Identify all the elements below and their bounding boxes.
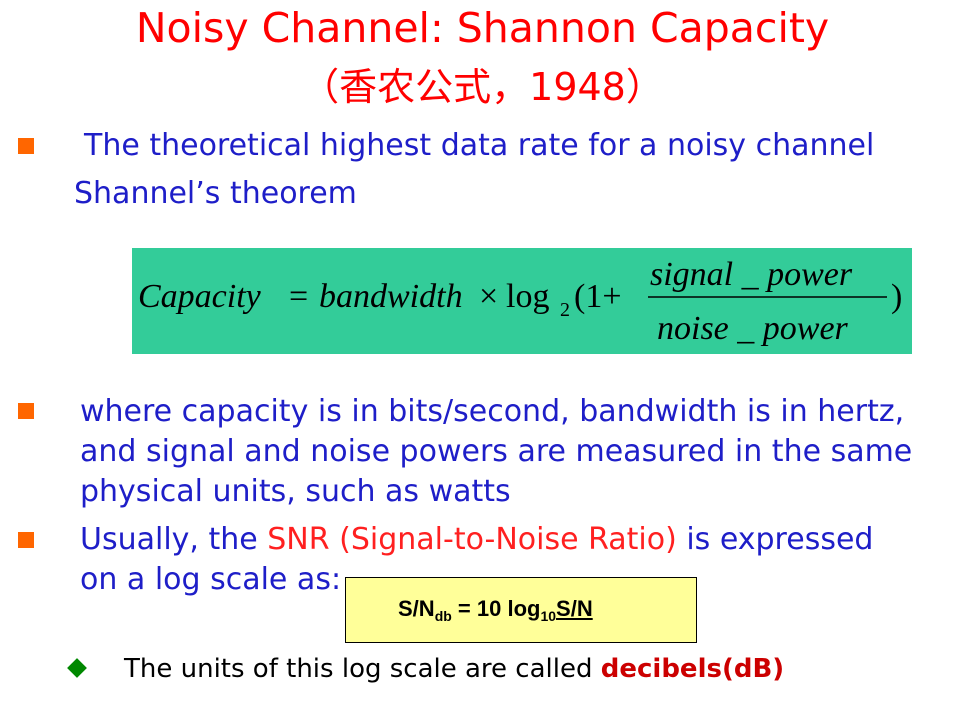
sub-bullet-prefix: The units of this log scale are called xyxy=(124,654,601,684)
bullet1-line2: Shannel’s theorem xyxy=(74,176,357,211)
bullet2-line1: where capacity is in bits/second, bandwi… xyxy=(80,394,905,429)
slide-subtitle: （香农公式，1948） xyxy=(301,65,664,109)
decibels-highlight: decibels(dB) xyxy=(600,654,785,684)
snr-formula-box: S/Ndb = 10 log10S/N xyxy=(345,577,697,643)
bullet3-suffix: is expressed xyxy=(676,522,874,557)
formula-lhs: Capacity xyxy=(138,278,262,315)
formula-open: (1+ xyxy=(574,278,622,315)
bullet3-prefix: Usually, the xyxy=(80,522,268,557)
snr-formula: S/Ndb = 10 log10S/N xyxy=(398,596,593,624)
bullet1-line1: The theoretical highest data rate for a … xyxy=(84,128,875,163)
snr-highlight: SNR (Signal-to-Noise Ratio) xyxy=(267,522,677,557)
bullet-square-icon xyxy=(18,138,34,154)
snr-eq: = 10 log xyxy=(451,596,541,621)
formula-equals: = xyxy=(289,278,308,315)
bullet2-line2: and signal and noise powers are measured… xyxy=(80,434,913,469)
formula-denominator: noise _ power xyxy=(657,310,849,347)
formula-log: log xyxy=(506,278,549,315)
bullet-square-icon xyxy=(18,532,34,548)
capacity-formula-box: Capacity = bandwidth × log 2 (1+ signal … xyxy=(132,248,912,354)
bullet-square-icon xyxy=(18,403,34,419)
snr-sub-db: db xyxy=(434,608,452,624)
snr-tail: S/N xyxy=(556,596,593,621)
capacity-formula: Capacity = bandwidth × log 2 (1+ signal … xyxy=(138,256,902,347)
diamond-bullet-icon xyxy=(67,658,87,678)
bullet2-line3: physical units, such as watts xyxy=(80,474,511,509)
slide-title: Noisy Channel: Shannon Capacity xyxy=(135,4,830,52)
snr-sub-10: 10 xyxy=(540,608,557,624)
bullet3-line2: on a log scale as: xyxy=(80,562,342,597)
formula-times: × xyxy=(479,278,498,315)
formula-close: ) xyxy=(891,278,902,315)
formula-bandwidth: bandwidth xyxy=(319,278,463,315)
formula-log-base: 2 xyxy=(560,299,570,321)
bullet3-line1: Usually, the SNR (Signal-to-Noise Ratio)… xyxy=(80,520,873,560)
snr-sn: S/N xyxy=(398,596,435,621)
formula-numerator: signal _ power xyxy=(650,256,853,293)
sub-bullet-text: The units of this log scale are called d… xyxy=(124,654,784,684)
